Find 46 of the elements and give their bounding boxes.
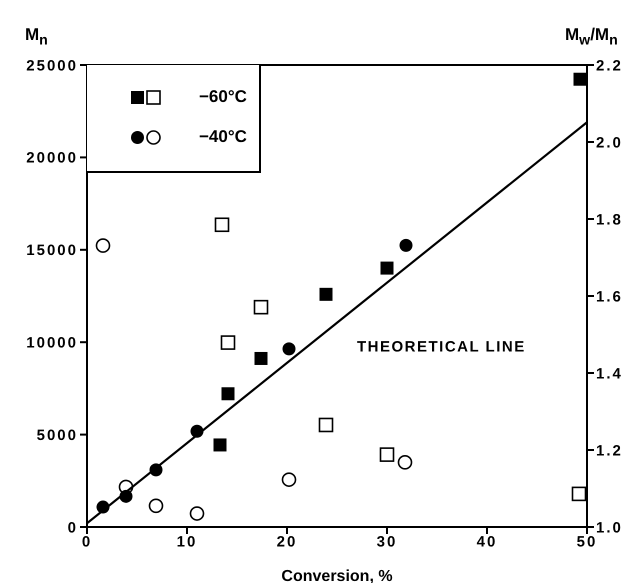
point xyxy=(380,447,394,462)
point xyxy=(222,387,234,400)
y2-tick-label: 1.8 xyxy=(596,211,623,228)
y-tick-label: 15000 xyxy=(26,242,78,260)
x-tick-label: 40 xyxy=(476,534,498,551)
y2-tick-label: 1.6 xyxy=(596,288,623,306)
point xyxy=(380,262,394,275)
y-tick-label: 0 xyxy=(68,519,78,536)
point xyxy=(148,498,164,514)
x-tick-label: 20 xyxy=(276,534,298,551)
point xyxy=(190,424,204,438)
y-tick-label: 25000 xyxy=(26,57,78,74)
y2-tick-label: 1.2 xyxy=(596,442,623,460)
x-tick-label: 0 xyxy=(82,534,92,551)
point xyxy=(320,288,332,301)
legend-label: −40°C xyxy=(199,127,247,147)
point xyxy=(214,438,226,452)
y2-tick-label: 2.0 xyxy=(596,134,623,152)
point xyxy=(572,486,586,502)
y2-tick-label: 1.4 xyxy=(596,365,623,382)
x-tick-label: 50 xyxy=(576,534,598,551)
y-tick-label: 20000 xyxy=(26,150,78,167)
point xyxy=(282,342,296,356)
point xyxy=(190,506,204,521)
point xyxy=(254,352,268,365)
point xyxy=(398,455,412,470)
point xyxy=(150,463,162,476)
x-tick-label: 10 xyxy=(176,534,198,551)
point xyxy=(214,217,230,232)
y2-tick-label: 1.0 xyxy=(596,519,623,536)
series-label: THEORETICAL LINE xyxy=(357,338,526,356)
legend-label: −60°C xyxy=(199,87,247,107)
x-tick-label: 30 xyxy=(376,534,398,551)
y2-axis-title: M$_{w}$/M$_{n}$ xyxy=(565,25,618,48)
point xyxy=(96,238,110,253)
y-tick-label: 10000 xyxy=(26,334,78,352)
point xyxy=(282,472,296,487)
point xyxy=(318,418,334,432)
point xyxy=(400,238,412,252)
point xyxy=(574,72,586,86)
point xyxy=(254,300,268,314)
y-tick-label: 5000 xyxy=(36,426,78,444)
y-axis-title: M$_{n}$ xyxy=(25,25,48,48)
y2-tick-label: 2.2 xyxy=(596,57,623,74)
point xyxy=(96,500,110,514)
point xyxy=(220,335,236,350)
